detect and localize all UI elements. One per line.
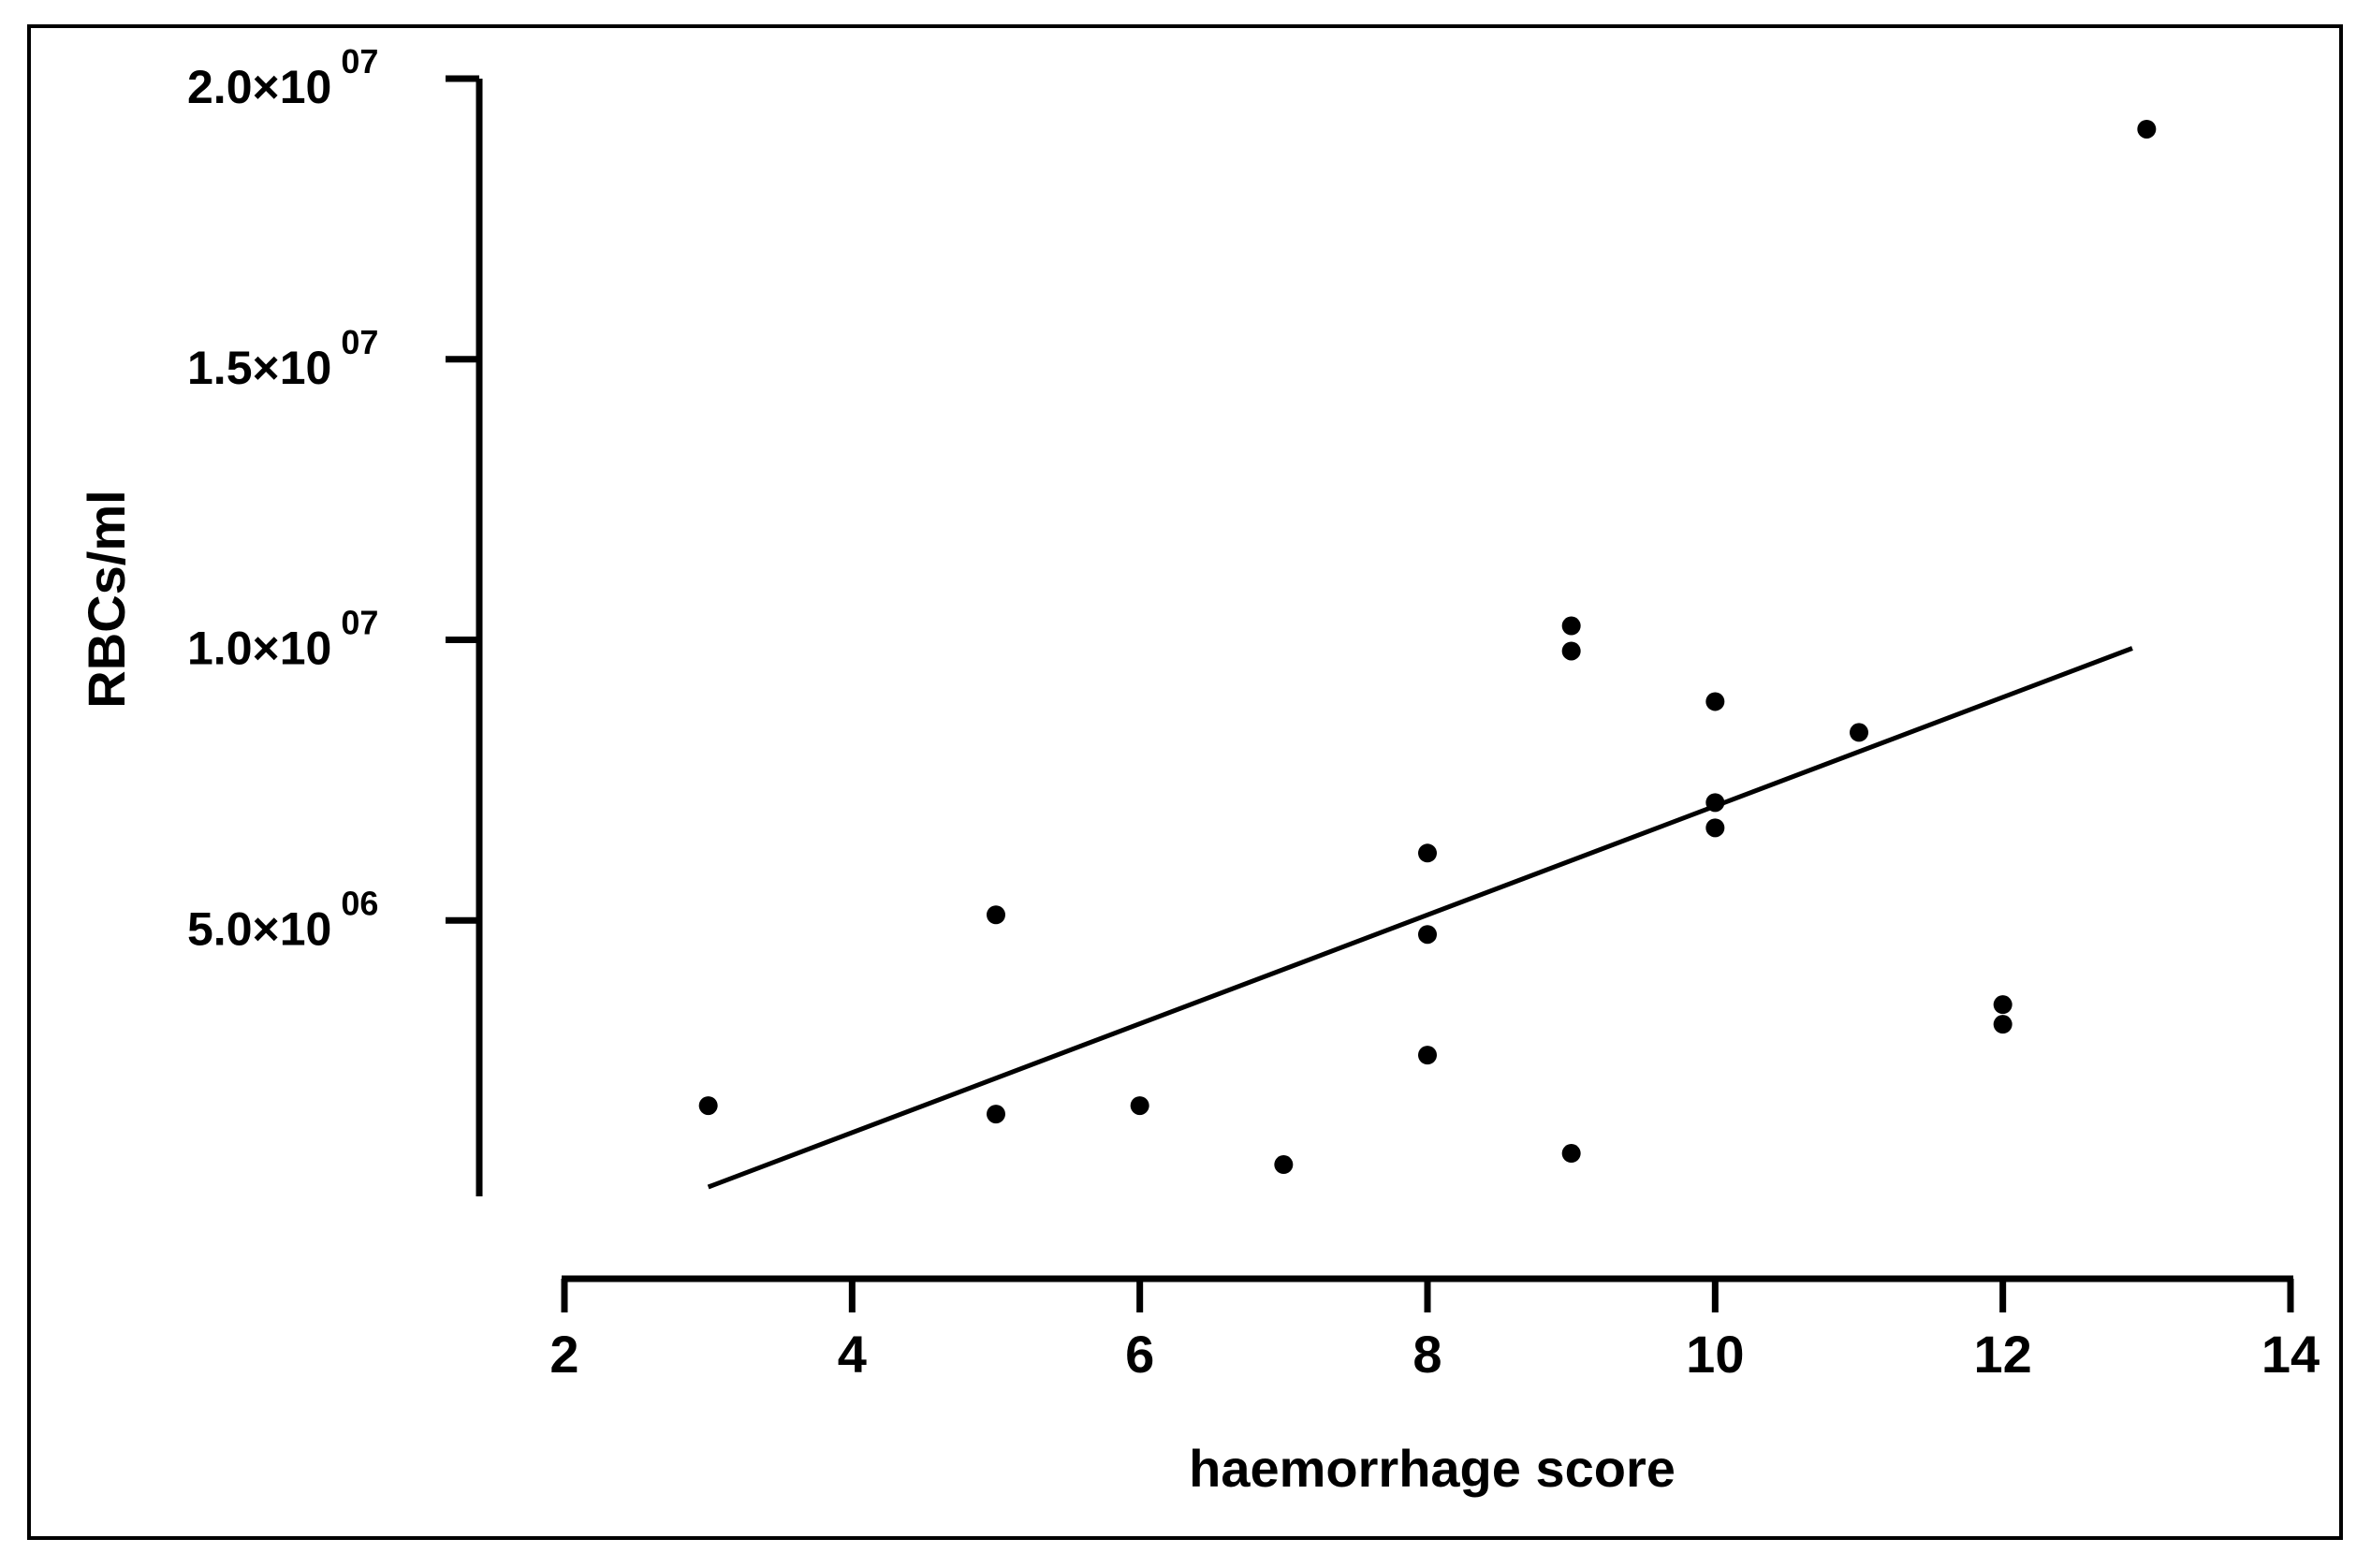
x-tick-label: 6 xyxy=(1125,1325,1154,1384)
y-axis: 5.0×10 06 1.0×10 07 1.5×10 07 2.0×10 07 xyxy=(187,42,483,1196)
data-point xyxy=(1705,818,1725,838)
data-point xyxy=(1850,723,1868,742)
data-point xyxy=(1418,843,1437,863)
data-point xyxy=(1130,1096,1149,1116)
regression-line xyxy=(707,646,2133,1190)
data-point xyxy=(1561,616,1581,636)
y-tick-label: 1.5×10 07 xyxy=(187,323,378,394)
data-point xyxy=(987,905,1005,925)
x-tick-label: 4 xyxy=(838,1325,867,1384)
x-tick-label: 8 xyxy=(1412,1325,1442,1384)
x-axis: 2 4 6 8 10 12 14 xyxy=(549,1275,2320,1384)
x-tick-label: 12 xyxy=(1974,1325,2032,1384)
data-point xyxy=(987,1105,1005,1124)
y-tick-label: 2.0×10 07 xyxy=(187,42,378,113)
data-point xyxy=(1274,1155,1294,1175)
data-point xyxy=(1705,692,1725,711)
data-point xyxy=(1561,1144,1581,1164)
data-point xyxy=(1993,995,2012,1015)
y-axis-title: RBCs/ml xyxy=(77,490,136,708)
y-tick-label: 1.0×10 07 xyxy=(187,604,378,675)
x-tick-label: 10 xyxy=(1686,1325,1744,1384)
data-point xyxy=(1705,793,1725,813)
data-point xyxy=(1418,1046,1437,1065)
x-tick-label: 2 xyxy=(549,1325,578,1384)
chart-frame xyxy=(27,24,2343,1540)
data-point xyxy=(2137,119,2157,139)
data-point xyxy=(1418,925,1437,945)
data-point xyxy=(1993,1015,2012,1034)
y-tick-label: 5.0×10 06 xyxy=(187,884,378,955)
x-axis-title: haemorrhage score xyxy=(1189,1439,1676,1498)
data-point xyxy=(698,1096,718,1116)
x-tick-label: 14 xyxy=(2261,1325,2320,1384)
data-point xyxy=(1561,641,1581,661)
